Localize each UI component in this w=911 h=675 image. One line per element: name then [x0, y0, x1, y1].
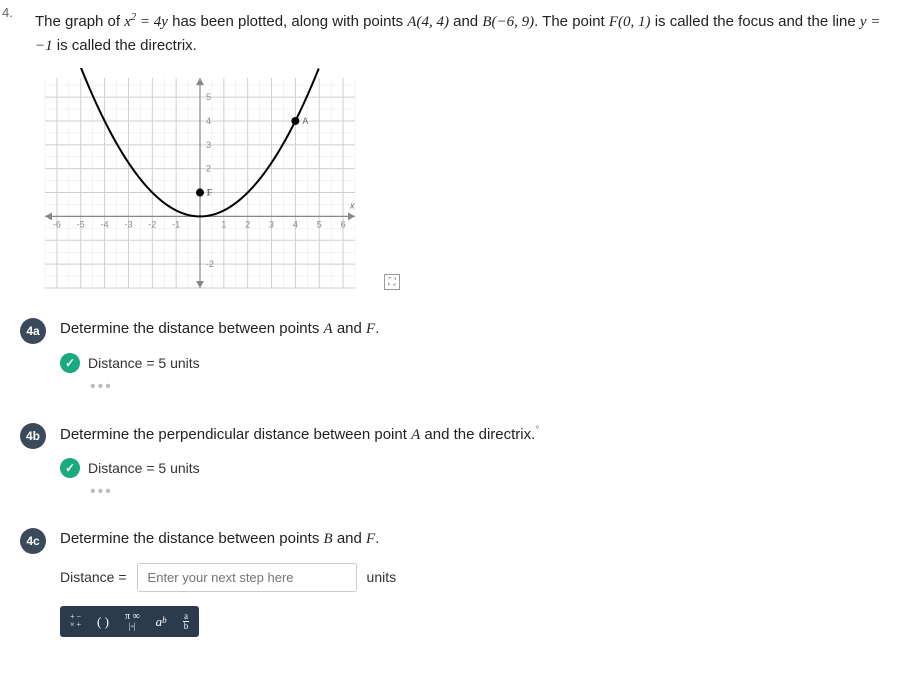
more-icon[interactable]: •••: [90, 379, 891, 395]
stmt-text: . The point: [534, 13, 609, 30]
svg-text:F: F: [207, 188, 213, 198]
distance-label: Distance =: [60, 569, 127, 585]
stmt-point-f: F(0, 1): [609, 14, 651, 30]
answer-input[interactable]: [137, 563, 357, 592]
parabola-graph: -6-5-4-3-2-112345612345-2xFA: [35, 68, 365, 298]
prompt-var: B: [324, 531, 333, 547]
prompt-text: Determine the perpendicular distance bet…: [60, 426, 411, 443]
prompt-text: .: [375, 320, 379, 337]
answer-row-4b: ✓ Distance = 5 units: [60, 458, 891, 478]
graph-figure: -6-5-4-3-2-112345612345-2xFA ⛶: [35, 68, 375, 298]
stmt-text: The graph of: [35, 13, 124, 30]
stmt-text: has been plotted, along with points: [168, 13, 407, 30]
svg-text:-6: -6: [53, 219, 61, 229]
answer-row-4a: ✓ Distance = 5 units: [60, 353, 891, 373]
svg-text:2: 2: [206, 164, 211, 174]
prompt-var: A: [411, 427, 420, 443]
svg-text:x: x: [349, 200, 355, 210]
badge-4c: 4c: [20, 528, 46, 554]
stmt-point-a: A(4, 4): [407, 14, 449, 30]
svg-text:6: 6: [341, 219, 346, 229]
prompt-4a: Determine the distance between points A …: [60, 318, 891, 341]
svg-text:5: 5: [206, 92, 211, 102]
svg-text:-4: -4: [101, 219, 109, 229]
tool-exponent[interactable]: ab: [156, 615, 167, 628]
subquestion-4a: 4a Determine the distance between points…: [20, 318, 891, 395]
svg-text:-3: -3: [124, 219, 132, 229]
svg-text:-5: -5: [77, 219, 85, 229]
prompt-text: and: [333, 320, 366, 337]
tool-parentheses[interactable]: ( ): [97, 615, 109, 628]
prompt-text: and the directrix.: [420, 426, 535, 443]
prompt-4c: Determine the distance between points B …: [60, 528, 891, 551]
prompt-4b: Determine the perpendicular distance bet…: [60, 423, 891, 447]
svg-text:5: 5: [317, 219, 322, 229]
svg-text:A: A: [302, 116, 308, 126]
prompt-var: A: [324, 321, 333, 337]
math-toolbar: + − × + ( ) π ∞|◦| ab ab: [60, 606, 199, 637]
svg-text:4: 4: [206, 116, 211, 126]
stmt-point-b: B(−6, 9): [482, 14, 534, 30]
answer-input-row: Distance = units: [60, 563, 891, 592]
fullscreen-icon[interactable]: ⛶: [384, 274, 400, 290]
prompt-var: F: [366, 531, 375, 547]
prompt-text: Determine the distance between points: [60, 530, 324, 547]
svg-text:-2: -2: [206, 259, 214, 269]
question-number: 4.: [2, 5, 13, 20]
answer-4b: Distance = 5 units: [88, 460, 200, 476]
svg-text:2: 2: [245, 219, 250, 229]
check-icon: ✓: [60, 458, 80, 478]
stmt-text: is called the focus and the line: [651, 13, 860, 30]
badge-4b: 4b: [20, 423, 46, 449]
tool-fraction[interactable]: ab: [183, 612, 190, 631]
prompt-text: .: [375, 530, 379, 547]
prompt-text: Determine the distance between points: [60, 320, 324, 337]
tool-root[interactable]: π ∞|◦|: [125, 612, 140, 631]
more-icon[interactable]: •••: [90, 484, 891, 500]
units-label: units: [367, 569, 397, 585]
svg-text:3: 3: [269, 219, 274, 229]
prompt-text: and: [333, 530, 366, 547]
badge-4a: 4a: [20, 318, 46, 344]
answer-4a: Distance = 5 units: [88, 355, 200, 371]
subquestion-4c: 4c Determine the distance between points…: [20, 528, 891, 637]
subquestion-4b: 4b Determine the perpendicular distance …: [20, 423, 891, 501]
stmt-eq: x2 = 4y: [124, 14, 168, 30]
prompt-var: F: [366, 321, 375, 337]
svg-text:1: 1: [221, 219, 226, 229]
svg-text:4: 4: [293, 219, 298, 229]
svg-text:-2: -2: [148, 219, 156, 229]
frac-num: a: [183, 612, 189, 622]
tool-operators[interactable]: + − × +: [70, 613, 81, 629]
stmt-text: is called the directrix.: [53, 37, 197, 54]
check-icon: ✓: [60, 353, 80, 373]
problem-statement: The graph of x2 = 4y has been plotted, a…: [35, 10, 891, 58]
svg-text:3: 3: [206, 140, 211, 150]
stmt-text: and: [449, 13, 482, 30]
frac-den: b: [183, 622, 190, 631]
svg-text:-1: -1: [172, 219, 180, 229]
